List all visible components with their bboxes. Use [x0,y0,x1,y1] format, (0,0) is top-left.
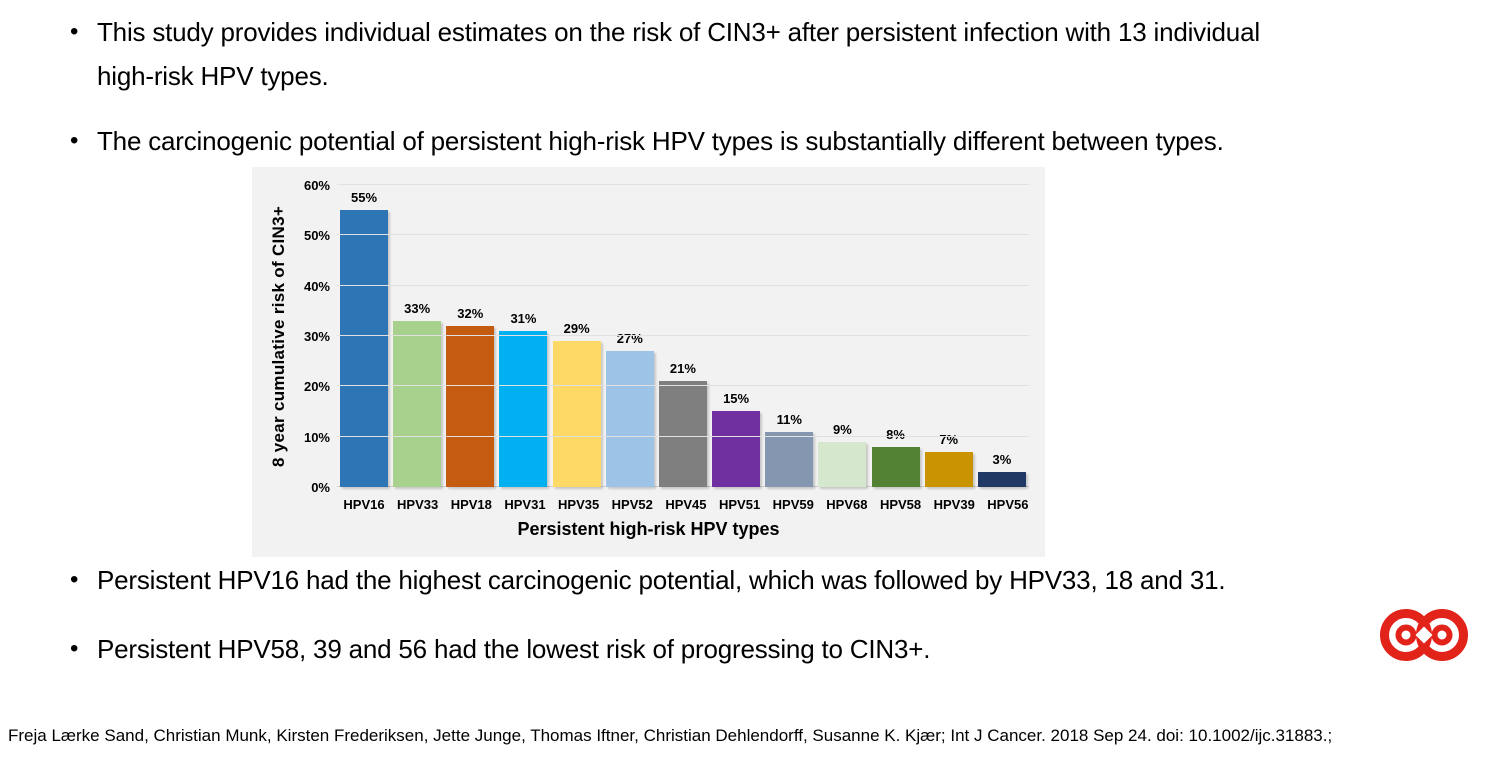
bar-value-label: 29% [563,321,590,336]
x-tick-label: HPV51 [718,497,761,512]
bullet-text: This study provides individual estimates… [97,17,1260,91]
bar-value-label: 21% [669,361,696,376]
bar-column: 15% [712,391,761,487]
bar-value-label: 31% [510,311,537,326]
bar [977,472,1026,487]
bar [658,381,707,487]
y-tick-label: 10% [303,429,330,445]
bullet-icon [70,10,97,98]
bar-column: 55% [340,190,388,487]
gridline [337,335,1029,336]
bullet-item: This study provides individual estimates… [70,10,1470,98]
x-axis-title: Persistent high-risk HPV types [517,519,780,539]
logo-left-inner-ring [1395,624,1417,646]
bar [340,210,388,487]
bar-value-label: 27% [616,331,643,346]
y-tick-label: 40% [303,278,330,294]
bar-column: 21% [658,361,707,487]
bar-column: 3% [977,452,1026,487]
bullet-text: Persistent HPV16 had the highest carcino… [97,565,1226,595]
bar [605,351,654,487]
gridline [337,234,1029,236]
bar [446,326,495,487]
bullet-text: Persistent HPV58, 39 and 56 had the lowe… [97,634,931,664]
bullet-item: Persistent HPV16 had the highest carcino… [70,558,1470,602]
plot-area: 55% 33% 32% 31% 29% 27% 21% 15% 11% 9% 8% 7% 3% [337,184,1029,487]
bar-value-label: 33% [404,301,431,316]
y-tick-label: 20% [303,379,330,395]
bar [765,432,814,487]
bar [712,411,761,487]
bar [818,442,867,487]
red-infinity-rings-logo [1380,609,1468,661]
bullet-text: The carcinogenic potential of persistent… [97,126,1224,156]
bar-value-label: 9% [833,422,852,437]
bar-column: 33% [393,301,442,487]
bullet-item: The carcinogenic potential of persistent… [70,119,1470,163]
bar-column: 11% [765,412,814,487]
citation-text: Freja Lærke Sand, Christian Munk, Kirste… [8,726,1333,745]
x-tick-label: HPV58 [879,497,922,512]
x-tick-label: HPV18 [450,497,492,512]
bullet-icon [70,558,97,602]
bar-value-label: 11% [776,412,802,427]
bar-value-label: 55% [350,190,378,205]
bar-column: 9% [818,422,867,487]
gridline [337,435,1029,437]
bullet-icon [70,119,97,163]
x-tick-label: HPV16 [343,497,385,512]
bar [871,447,920,487]
y-axis-ticks: 0% 10% 20% 30% 40% 50% 60% [252,178,330,495]
bar [499,331,548,487]
bar-column: 29% [552,321,601,487]
x-tick-label: HPV35 [558,497,600,512]
x-tick-label: HPV56 [987,497,1029,512]
bar-value-label: 32% [457,306,484,321]
y-tick-label: 50% [303,228,330,244]
bar-value-label: 7% [939,432,959,447]
x-tick-label: HPV68 [826,497,868,512]
bullet-icon [70,627,97,671]
bar-column: 7% [924,432,973,487]
x-tick-label: HPV39 [933,497,975,512]
hpv-risk-bar-chart: 8 year cumulative risk of CIN3+ 0% 10% 20%… [252,167,1045,557]
gridline [337,284,1029,286]
bar-column: 32% [446,306,495,487]
bar-column: 8% [871,427,920,487]
bar-value-label: 8% [886,427,905,442]
bar-value-label: 3% [992,452,1012,467]
bar-value-label: 15% [723,391,750,406]
bar [924,452,973,487]
y-tick-label: 30% [303,329,330,344]
bar-group: 55% 33% 32% 31% 29% 27% 21% 15% 11% 9% 8% 7% 3% [337,185,1029,487]
bar [552,341,601,487]
gridline [337,184,1029,185]
x-axis-ticks: HPV16 HPV33 HPV18 HPV31 HPV35 HPV52 HPV45 HPV51… [337,497,1035,512]
y-tick-label: 60% [303,178,330,193]
bar-column: 31% [499,311,548,487]
x-tick-label: HPV31 [504,497,546,512]
x-tick-label: HPV59 [772,497,814,512]
x-tick-label: HPV33 [397,497,439,512]
bar-column: 27% [605,331,654,487]
x-tick-label: HPV45 [665,497,707,512]
bar [393,321,442,487]
bullet-item: Persistent HPV58, 39 and 56 had the lowe… [70,627,1470,671]
y-tick-label: 0% [311,480,330,495]
gridline [337,385,1029,387]
x-tick-label: HPV52 [611,497,653,512]
logo-right-inner-ring [1431,624,1453,646]
